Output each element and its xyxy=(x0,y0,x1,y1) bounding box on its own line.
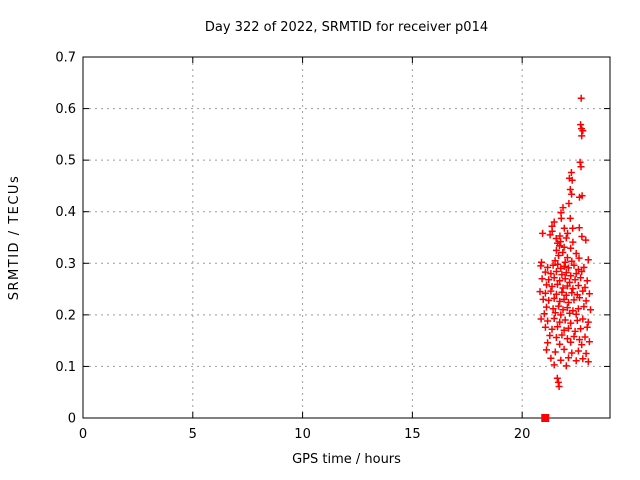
y-tick-label: 0 xyxy=(68,412,76,427)
x-tick-label: 5 xyxy=(189,427,197,442)
x-tick-label: 10 xyxy=(294,427,311,442)
x-tick-label: 15 xyxy=(404,427,421,442)
y-tick-label: 0.6 xyxy=(55,102,76,117)
y-tick-label: 0.5 xyxy=(55,154,76,169)
y-tick-label: 0.1 xyxy=(55,360,76,375)
y-tick-label: 0.7 xyxy=(55,51,76,66)
x-tick-label: 0 xyxy=(79,427,87,442)
y-tick-label: 0.4 xyxy=(55,205,76,220)
y-tick-label: 0.3 xyxy=(55,257,76,272)
data-point-square xyxy=(541,414,550,422)
data-points-plus xyxy=(536,94,594,390)
plot-border xyxy=(82,56,611,419)
y-tick-label: 0.2 xyxy=(55,308,76,323)
chart-title: Day 322 of 2022, SRMTID for receiver p01… xyxy=(204,20,489,35)
x-axis-title: GPS time / hours xyxy=(292,452,401,467)
x-tick-label: 20 xyxy=(514,427,531,442)
